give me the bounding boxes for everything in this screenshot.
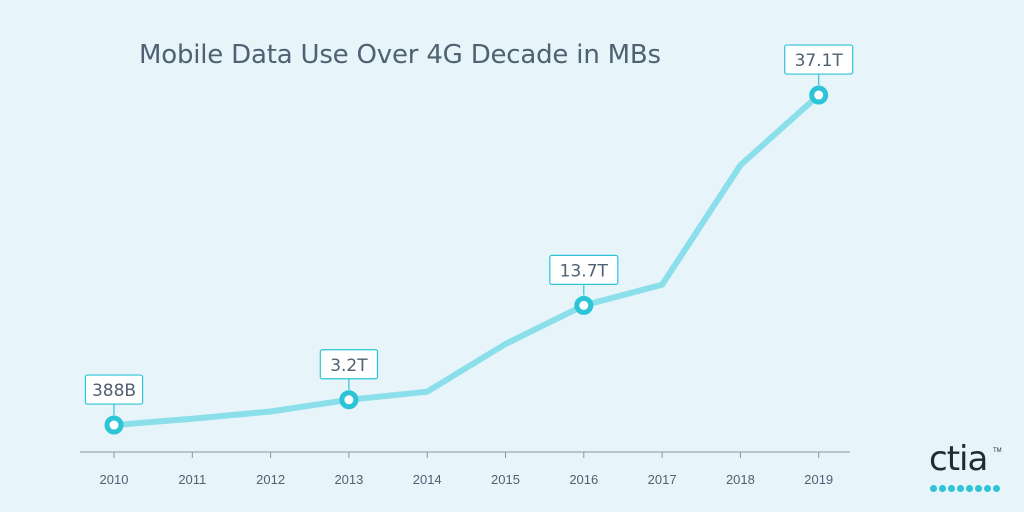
ctia-trademark: TM bbox=[993, 448, 1002, 454]
x-tick-label: 2012 bbox=[256, 472, 285, 487]
x-tick-label: 2016 bbox=[569, 472, 598, 487]
x-tick-label: 2013 bbox=[334, 472, 363, 487]
data-callouts: 388B 3.2T 13.7T 37.1T bbox=[84, 44, 854, 416]
data-point-marker bbox=[574, 295, 594, 315]
ctia-wordmark: ctia bbox=[929, 439, 988, 479]
data-point-marker bbox=[104, 415, 124, 435]
callout-box bbox=[84, 374, 144, 405]
callout-box bbox=[319, 349, 379, 380]
data-point-marker bbox=[809, 85, 829, 105]
ctia-dots-icon bbox=[930, 485, 1000, 492]
data-markers bbox=[104, 85, 829, 435]
x-axis: 2010 2011 2012 2013 2014 2015 2016 2017 2018 2019 bbox=[80, 451, 850, 487]
data-label: 3.2T bbox=[330, 356, 368, 376]
callout-box bbox=[784, 44, 854, 75]
x-tick-label: 2017 bbox=[648, 472, 677, 487]
data-label: 37.1T bbox=[795, 51, 844, 71]
x-tick-label: 2011 bbox=[178, 472, 206, 487]
x-tick-label: 2019 bbox=[804, 472, 833, 487]
series-line-group bbox=[111, 92, 822, 429]
ctia-logo: ctia TM bbox=[927, 442, 1002, 494]
x-tick-label: 2015 bbox=[491, 472, 520, 487]
data-label: 388B bbox=[92, 381, 136, 401]
chart-title: Mobile Data Use Over 4G Decade in MBs bbox=[139, 40, 661, 70]
x-tick-label: 2014 bbox=[413, 472, 442, 487]
series-line bbox=[111, 92, 822, 429]
x-tick-label: 2018 bbox=[726, 472, 755, 487]
callout-box bbox=[549, 254, 619, 285]
data-point-marker bbox=[339, 390, 359, 410]
x-tick-label: 2010 bbox=[100, 472, 129, 487]
data-label: 13.7T bbox=[560, 261, 609, 281]
